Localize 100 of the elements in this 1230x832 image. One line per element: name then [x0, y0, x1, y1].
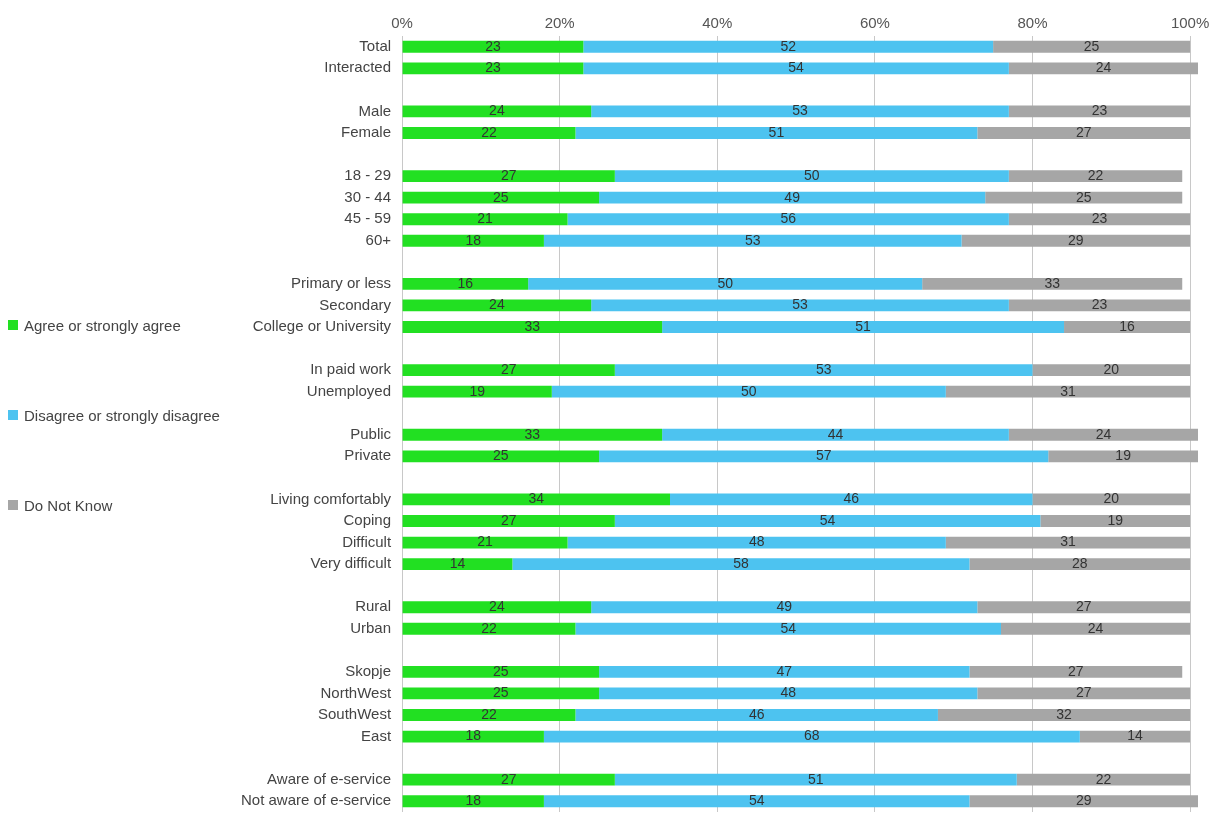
bar [591, 601, 978, 614]
data-label: 51 [768, 123, 785, 140]
bar [402, 450, 600, 463]
bar [937, 709, 1191, 721]
data-label: 22 [481, 619, 497, 636]
data-label: 24 [1087, 619, 1104, 636]
bar [922, 277, 1183, 290]
y-tick-label: Rural [355, 597, 392, 615]
data-label: 33 [1044, 274, 1061, 291]
y-tick-label: Skopje [345, 662, 392, 680]
y-tick-label: 60+ [365, 230, 392, 248]
x-tick-label: 20% [544, 14, 575, 32]
bar [662, 428, 1009, 441]
data-label: 54 [819, 511, 836, 528]
bar [543, 234, 962, 247]
bar [567, 213, 1009, 226]
bar [402, 170, 615, 183]
data-label: 56 [780, 210, 797, 227]
data-label: 48 [780, 684, 797, 701]
data-label: 49 [776, 598, 793, 615]
data-label: 46 [843, 490, 860, 507]
data-label: 29 [1075, 792, 1092, 809]
data-label: 25 [493, 684, 509, 701]
bar [402, 62, 584, 75]
data-label: 51 [855, 317, 872, 334]
bar [575, 127, 978, 139]
bar [591, 105, 1009, 118]
data-label: 16 [457, 274, 474, 291]
y-tick-label: Total [359, 36, 392, 54]
bar [583, 62, 1009, 75]
data-label: 19 [1115, 447, 1132, 464]
bar [402, 40, 584, 53]
data-label: 49 [784, 188, 801, 205]
bar [1016, 773, 1191, 786]
data-label: 50 [717, 274, 734, 291]
data-label: 25 [493, 188, 509, 205]
data-label: 50 [804, 166, 820, 183]
bar [1000, 622, 1191, 635]
bar [402, 191, 600, 204]
data-label: 47 [776, 662, 793, 679]
data-label: 29 [1068, 231, 1084, 248]
y-tick-label: Unemployed [306, 381, 392, 399]
bar [402, 709, 576, 721]
bar [402, 795, 544, 808]
bar [402, 665, 600, 678]
bar [567, 536, 946, 549]
y-tick-label: Private [344, 446, 392, 464]
bar [670, 493, 1033, 506]
data-label: 25 [1075, 188, 1092, 205]
data-label: 27 [500, 511, 517, 528]
data-label: 20 [1103, 490, 1120, 507]
data-label: 31 [1060, 382, 1076, 399]
bar [575, 622, 1001, 635]
bar [402, 385, 552, 398]
y-tick-label: Difficult [342, 532, 392, 550]
data-label: 50 [741, 382, 757, 399]
data-label: 24 [1095, 59, 1112, 76]
bar [402, 213, 568, 226]
y-tick-label: Very difficult [310, 554, 392, 572]
y-tick-label: 30 - 44 [344, 187, 392, 205]
data-label: 53 [792, 296, 809, 313]
y-tick-label: Public [350, 424, 392, 442]
data-label: 27 [500, 360, 517, 377]
bar [551, 385, 946, 398]
bar [614, 515, 1041, 527]
bar [614, 364, 1033, 377]
data-label: 19 [1107, 511, 1124, 528]
bar [599, 191, 986, 204]
data-label: 14 [449, 554, 466, 571]
bar [599, 665, 970, 678]
bar [402, 493, 670, 506]
bar [583, 40, 994, 53]
y-tick-label: Not aware of e-service [241, 791, 392, 809]
data-label: 21 [477, 210, 494, 227]
bar [993, 40, 1191, 53]
y-tick-label: SouthWest [317, 705, 392, 723]
bar [977, 127, 1191, 139]
bar [402, 277, 529, 290]
y-tick-label: Secondary [319, 295, 392, 313]
y-tick-label: Urban [350, 618, 392, 636]
data-label: 23 [485, 37, 501, 54]
data-label: 27 [500, 166, 517, 183]
data-label: 19 [469, 382, 486, 399]
legend-label: Disagree or strongly disagree [24, 406, 221, 426]
data-label: 23 [1091, 296, 1108, 313]
x-tick-label: 60% [859, 14, 890, 32]
bar [961, 234, 1191, 247]
bar [402, 234, 544, 247]
data-label: 27 [1075, 684, 1092, 701]
x-tick-label: 100% [1170, 14, 1210, 32]
data-label: 54 [780, 619, 797, 636]
bar [1008, 213, 1191, 226]
bar [402, 622, 576, 635]
y-tick-label: Interacted [324, 58, 392, 76]
data-label: 21 [477, 533, 494, 550]
x-tick-label: 0% [391, 14, 413, 32]
bar [402, 558, 513, 571]
y-tick-label: In paid work [310, 360, 392, 378]
data-label: 33 [524, 317, 541, 334]
data-label: 44 [827, 425, 844, 442]
